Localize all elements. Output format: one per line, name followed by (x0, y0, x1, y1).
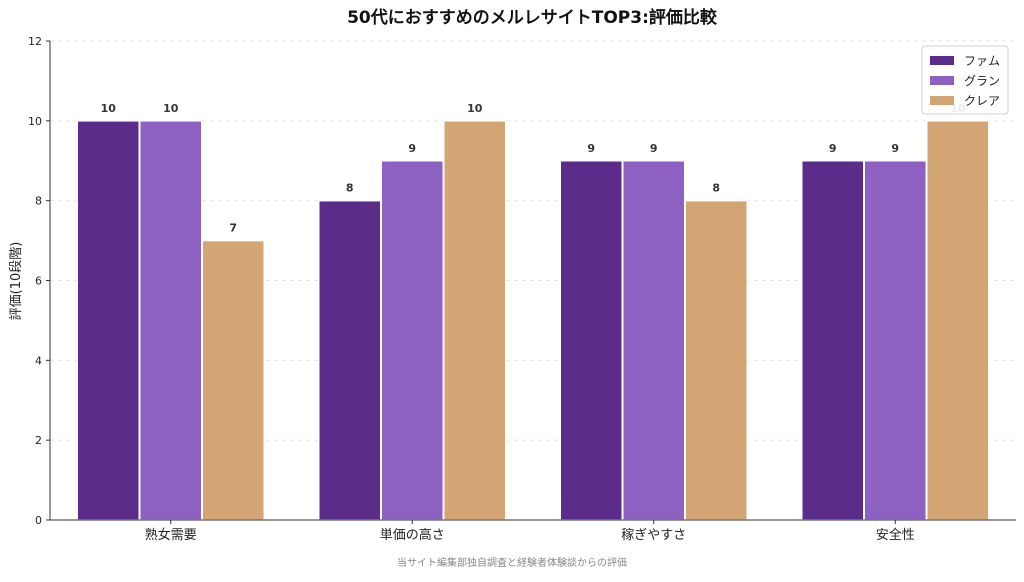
bar (684, 199, 748, 521)
chart-title: 50代におすすめのメルレサイトTOP3:評価比較 (347, 7, 718, 28)
bar-value-label: 8 (346, 182, 354, 195)
x-tick-label: 単価の高さ (380, 527, 445, 543)
legend-label: ファム (964, 54, 1000, 68)
bar-value-label: 9 (829, 142, 837, 155)
y-tick-label: 2 (35, 434, 42, 447)
bar-value-label: 9 (650, 142, 658, 155)
legend-label: クレア (964, 94, 1000, 108)
y-tick-label: 0 (35, 514, 42, 527)
bar-value-label: 9 (891, 142, 899, 155)
bar-value-label: 9 (587, 142, 595, 155)
bar (318, 199, 382, 521)
legend-label: グラン (964, 74, 1000, 88)
bar (801, 160, 865, 521)
bar (76, 120, 140, 521)
bar-value-label: 9 (408, 142, 416, 155)
bar (443, 120, 507, 521)
bar (926, 120, 990, 521)
y-tick-label: 4 (35, 354, 42, 367)
y-tick-label: 8 (35, 195, 42, 208)
axes: 0 2 4 6 8 10 12 熟女需要 単価の高さ 稼ぎやすさ 安全性 (28, 35, 1016, 543)
bar (863, 160, 927, 521)
bar-value-label: 10 (101, 102, 117, 115)
y-axis-label: 評価(10段階) (9, 242, 24, 321)
y-tick-label: 12 (28, 35, 42, 48)
legend-swatch (930, 56, 954, 65)
x-tick-label: 安全性 (876, 527, 915, 543)
footnote: 当サイト編集部独自調査と経験者体験談からの評価 (397, 556, 627, 569)
bar (201, 239, 265, 521)
bars (76, 120, 990, 521)
bar-value-label: 10 (163, 102, 179, 115)
bar-value-label: 10 (467, 102, 483, 115)
bar (559, 160, 623, 521)
x-tick-label: 稼ぎやすさ (621, 528, 686, 543)
x-tick-label: 熟女需要 (145, 527, 197, 543)
bar (139, 120, 203, 521)
bar (380, 160, 444, 521)
y-tick-label: 10 (28, 115, 42, 128)
bar (622, 160, 686, 521)
bar-value-label: 8 (712, 182, 720, 195)
bar-value-label: 7 (229, 222, 237, 235)
legend-swatch (930, 96, 954, 105)
y-tick-label: 6 (35, 275, 42, 288)
legend-swatch (930, 76, 954, 85)
